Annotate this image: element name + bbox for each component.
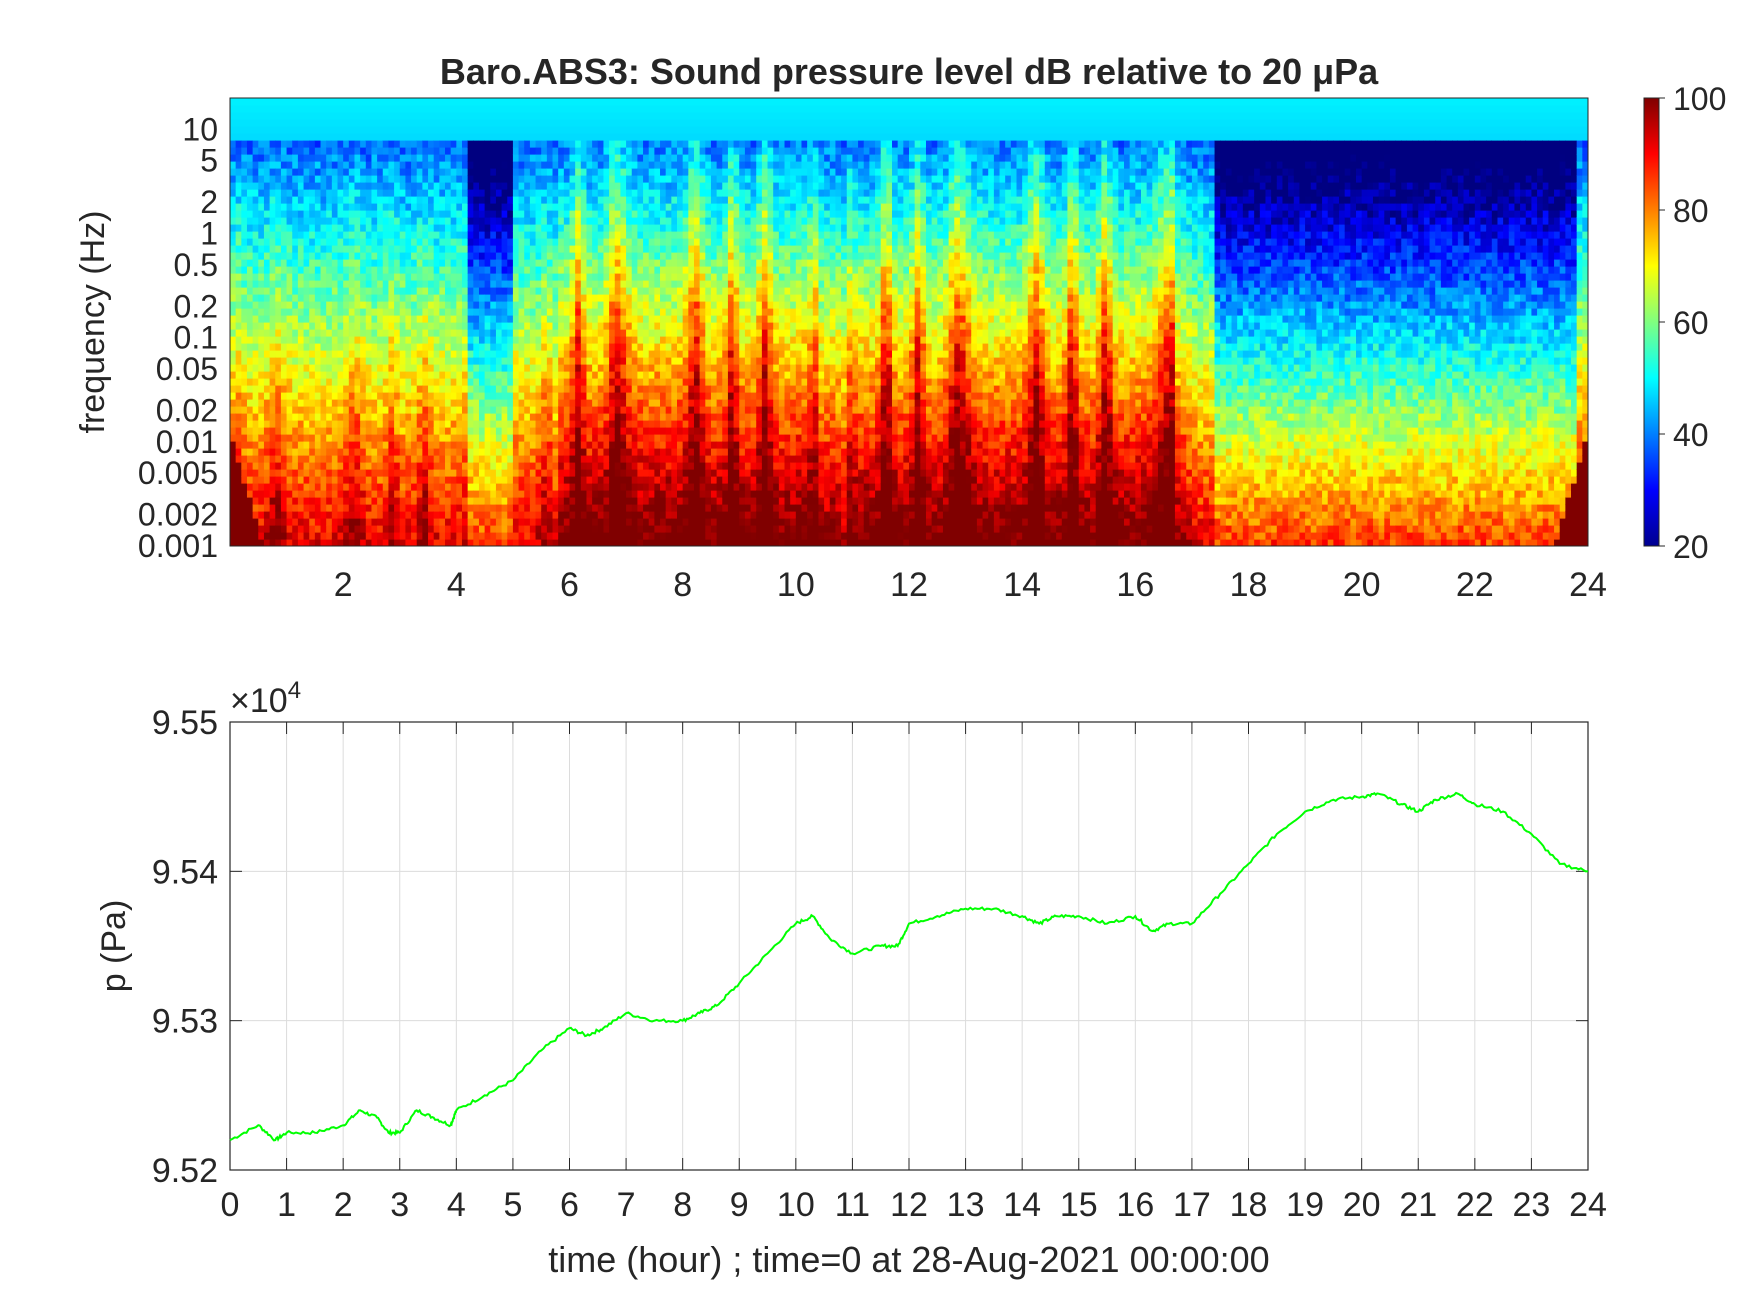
spectrogram-y-tick-label: 1	[200, 216, 218, 252]
pressure-x-tick-label: 21	[1399, 1186, 1437, 1224]
pressure-x-tick-label: 17	[1173, 1186, 1211, 1224]
pressure-x-tick-label: 18	[1230, 1186, 1268, 1224]
pressure-x-tick-label: 19	[1286, 1186, 1324, 1224]
spectrogram-x-ticks: 2 4 6 8 10 12 14 16 18 20 22 24	[334, 566, 1607, 604]
pressure-x-tick-label: 24	[1569, 1186, 1607, 1224]
pressure-x-tick-label: 9	[730, 1186, 749, 1224]
colorbar-tick-label: 60	[1673, 305, 1709, 341]
spectrogram-x-tick-label: 4	[447, 566, 466, 604]
spectrogram-y-ticks: 105 210.5 0.20.10.05 0.020.010.005 0.0020.00…	[138, 111, 218, 564]
spectrogram-y-tick-label: 0.5	[174, 247, 218, 283]
pressure-x-tick-label: 12	[890, 1186, 928, 1224]
spectrogram-y-tick-label: 0.002	[138, 497, 218, 533]
spectrogram-x-tick-label: 2	[334, 566, 353, 604]
spectrogram-y-tick-label: 0.05	[156, 351, 218, 387]
colorbar-tick-label: 100	[1673, 81, 1726, 117]
spectrogram-y-tick-label: 10	[182, 111, 218, 147]
spectrogram-x-tick-label: 6	[560, 566, 579, 604]
pressure-x-tick-label: 10	[777, 1186, 815, 1224]
pressure-x-tick-label: 14	[1003, 1186, 1041, 1224]
spectrogram-y-tick-label: 0.1	[174, 320, 218, 356]
pressure-y-tick-label: 9.53	[152, 1003, 218, 1041]
spectrogram-x-tick-label: 20	[1343, 566, 1381, 604]
y-exponent-base: ×10	[230, 682, 288, 720]
pressure-x-tick-label: 2	[334, 1186, 353, 1224]
spectrogram-axes-box	[229, 97, 1589, 547]
pressure-y-label: p (Pa)	[95, 900, 133, 993]
spectrogram-y-tick-label: 5	[200, 143, 218, 179]
pressure-x-tick-label: 5	[503, 1186, 522, 1224]
pressure-x-tick-label: 16	[1116, 1186, 1154, 1224]
spectrogram-x-tick-label: 18	[1230, 566, 1268, 604]
pressure-x-tick-label: 6	[560, 1186, 579, 1224]
pressure-x-tick-label: 23	[1513, 1186, 1551, 1224]
pressure-series-line	[229, 791, 1589, 1142]
pressure-x-tick-label: 4	[447, 1186, 466, 1224]
spectrogram-heatmap	[230, 98, 1588, 546]
colorbar-tick-label: 80	[1673, 193, 1709, 229]
pressure-x-tick-label: 11	[835, 1186, 870, 1224]
y-exponent-power: 4	[288, 677, 301, 704]
colorbar-ticks: 100 80 60 40 20	[1659, 81, 1726, 565]
pressure-ticks: 0 1 2 3 4 5 6 7 8 9 10 11 12 13 14 15 16 17 18 19 20 21 22 23 24…	[152, 704, 1607, 1224]
pressure-x-tick-label: 15	[1060, 1186, 1098, 1224]
spectrogram-title: Baro.ABS3: Sound pressure level dB relat…	[440, 51, 1379, 92]
pressure-x-tick-label: 1	[277, 1186, 296, 1224]
spectrogram-y-tick-label: 0.01	[156, 424, 218, 460]
pressure-y-tick-label: 9.54	[152, 853, 218, 891]
spectrogram-x-tick-label: 22	[1456, 566, 1494, 604]
spectrogram-x-tick-label: 14	[1003, 566, 1041, 604]
pressure-x-tick-label: 22	[1456, 1186, 1494, 1224]
colorbar-tick-label: 40	[1673, 417, 1709, 453]
spectrogram-y-tick-label: 0.005	[138, 455, 218, 491]
pressure-x-tick-label: 13	[947, 1186, 985, 1224]
pressure-x-tick-label: 8	[673, 1186, 692, 1224]
pressure-x-tick-label: 20	[1343, 1186, 1381, 1224]
pressure-y-tick-label: 9.55	[152, 704, 218, 742]
spectrogram-y-label: frequency (Hz)	[74, 211, 112, 434]
spectrogram-x-tick-label: 10	[777, 566, 815, 604]
spectrogram-y-tick-label: 0.001	[138, 528, 218, 564]
spectrogram-x-tick-label: 24	[1569, 566, 1607, 604]
colorbar-tick-label: 20	[1673, 529, 1709, 565]
pressure-x-label: time (hour) ; time=0 at 28-Aug-2021 00:0…	[548, 1239, 1269, 1280]
spectrogram-y-tick-label: 2	[200, 184, 218, 220]
colorbar	[1643, 97, 1660, 547]
pressure-x-tick-label: 0	[221, 1186, 240, 1224]
pressure-y-exponent: ×104	[230, 677, 301, 720]
spectrogram-x-tick-label: 12	[890, 566, 928, 604]
spectrogram-y-tick-label: 0.2	[174, 288, 218, 324]
spectrogram-y-tick-label: 0.02	[156, 392, 218, 428]
pressure-grid	[229, 721, 1589, 1171]
pressure-x-tick-label: 7	[617, 1186, 636, 1224]
pressure-x-tick-label: 3	[390, 1186, 409, 1224]
pressure-y-tick-label: 9.52	[152, 1152, 218, 1190]
spectrogram-x-tick-label: 16	[1116, 566, 1154, 604]
spectrogram-x-tick-label: 8	[673, 566, 692, 604]
